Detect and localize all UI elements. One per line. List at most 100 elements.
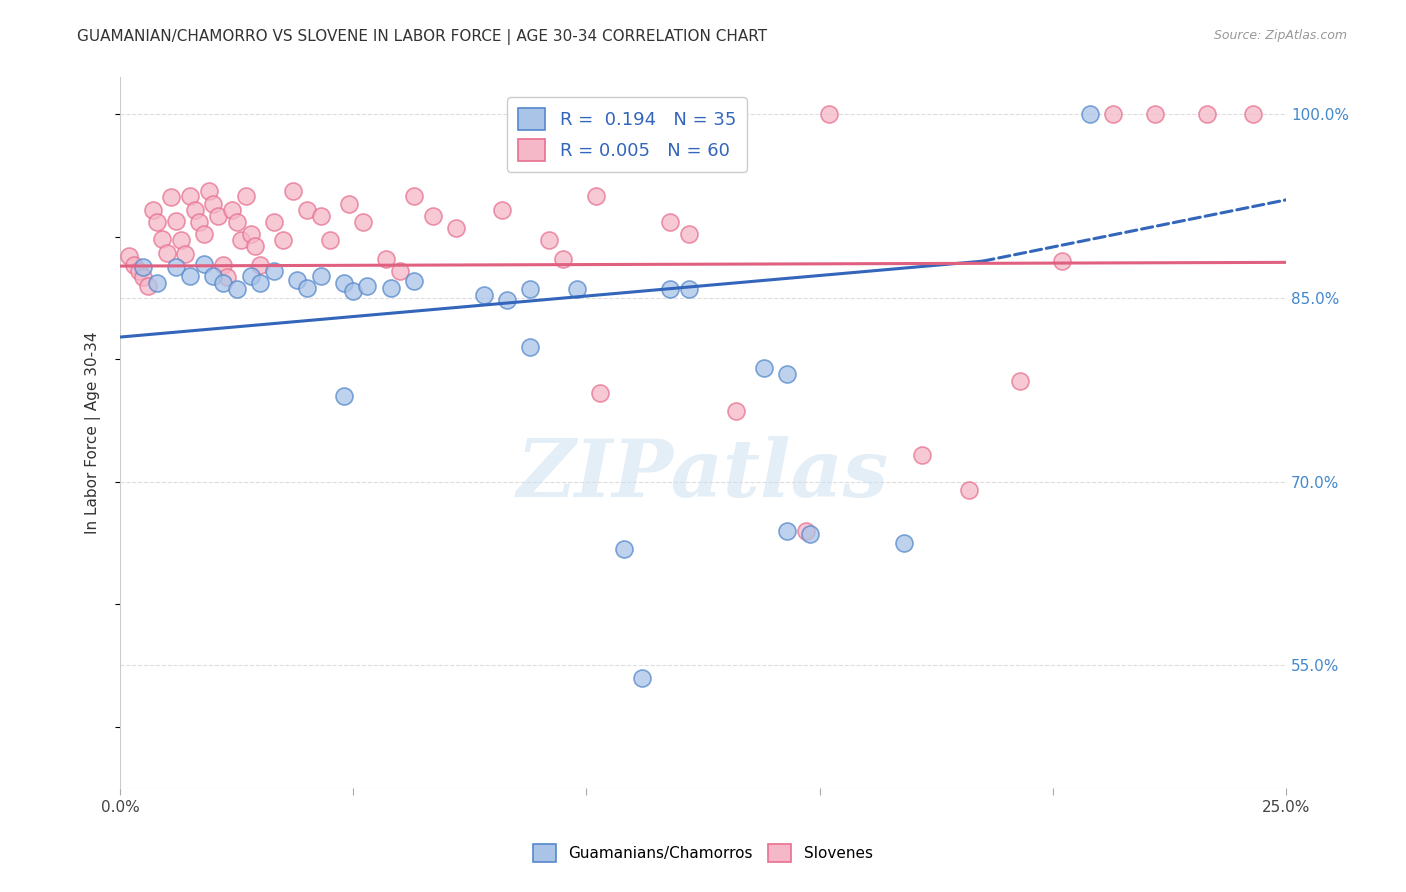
Point	[752, 360, 775, 375]
Point	[165, 213, 187, 227]
Point	[128, 264, 150, 278]
Point	[1102, 107, 1125, 121]
Point	[118, 249, 141, 263]
Point	[165, 260, 187, 275]
Point	[1010, 374, 1032, 388]
Point	[388, 264, 411, 278]
Point	[132, 260, 155, 275]
Point	[179, 189, 201, 203]
Point	[1144, 107, 1167, 121]
Point	[538, 233, 561, 247]
Point	[472, 288, 495, 302]
Point	[342, 284, 364, 298]
Point	[197, 185, 219, 199]
Text: GUAMANIAN/CHAMORRO VS SLOVENE IN LABOR FORCE | AGE 30-34 CORRELATION CHART: GUAMANIAN/CHAMORRO VS SLOVENE IN LABOR F…	[77, 29, 768, 45]
Point	[818, 107, 841, 121]
Point	[1241, 107, 1264, 121]
Point	[188, 215, 211, 229]
Point	[631, 671, 654, 685]
Point	[319, 233, 342, 247]
Point	[491, 202, 513, 217]
Point	[263, 264, 285, 278]
Point	[678, 227, 700, 242]
Point	[585, 189, 607, 203]
Point	[799, 527, 821, 541]
Point	[225, 282, 247, 296]
Point	[374, 252, 396, 266]
Point	[239, 227, 262, 242]
Point	[217, 270, 239, 285]
Point	[207, 209, 229, 223]
Point	[231, 233, 253, 247]
Point	[225, 215, 247, 229]
Point	[337, 196, 360, 211]
Point	[156, 245, 179, 260]
Point	[174, 247, 197, 261]
Point	[235, 189, 257, 203]
Point	[613, 541, 636, 556]
Text: ZIPatlas: ZIPatlas	[517, 436, 889, 514]
Point	[271, 233, 294, 247]
Point	[249, 276, 271, 290]
Point	[132, 270, 155, 285]
Point	[422, 209, 444, 223]
Point	[221, 202, 243, 217]
Point	[565, 282, 588, 296]
Point	[333, 389, 356, 403]
Point	[724, 403, 747, 417]
Point	[1050, 254, 1073, 268]
Point	[957, 483, 980, 498]
Point	[150, 232, 173, 246]
Text: Source: ZipAtlas.com: Source: ZipAtlas.com	[1213, 29, 1347, 42]
Y-axis label: In Labor Force | Age 30-34: In Labor Force | Age 30-34	[86, 331, 101, 533]
Point	[519, 282, 541, 296]
Point	[239, 268, 262, 283]
Point	[309, 268, 332, 283]
Point	[893, 536, 915, 550]
Point	[589, 386, 612, 401]
Point	[146, 276, 169, 290]
Point	[1078, 107, 1101, 121]
Point	[776, 367, 799, 381]
Point	[794, 524, 817, 538]
Point	[245, 239, 267, 253]
Point	[281, 185, 304, 199]
Point	[402, 274, 425, 288]
Point	[444, 221, 467, 235]
Point	[249, 258, 271, 272]
Point	[179, 268, 201, 283]
Point	[911, 448, 934, 462]
Point	[352, 215, 374, 229]
Point	[776, 524, 799, 538]
Point	[146, 215, 169, 229]
Point	[678, 282, 700, 296]
Point	[519, 340, 541, 354]
Legend: R =  0.194   N = 35, R = 0.005   N = 60: R = 0.194 N = 35, R = 0.005 N = 60	[508, 97, 747, 172]
Point	[295, 281, 318, 295]
Point	[380, 281, 402, 295]
Point	[1195, 107, 1218, 121]
Point	[496, 293, 519, 308]
Point	[659, 215, 682, 229]
Point	[142, 202, 165, 217]
Point	[160, 190, 183, 204]
Point	[285, 272, 308, 286]
Point	[170, 233, 193, 247]
Point	[551, 252, 574, 266]
Point	[202, 268, 225, 283]
Point	[183, 202, 205, 217]
Point	[295, 202, 318, 217]
Point	[211, 276, 233, 290]
Point	[136, 278, 159, 293]
Legend: Guamanians/Chamorros, Slovenes: Guamanians/Chamorros, Slovenes	[527, 838, 879, 868]
Point	[263, 215, 285, 229]
Point	[193, 257, 215, 271]
Point	[333, 276, 356, 290]
Point	[193, 227, 215, 242]
Point	[122, 258, 145, 272]
Point	[211, 258, 233, 272]
Point	[356, 278, 378, 293]
Point	[659, 282, 682, 296]
Point	[402, 189, 425, 203]
Point	[202, 196, 225, 211]
